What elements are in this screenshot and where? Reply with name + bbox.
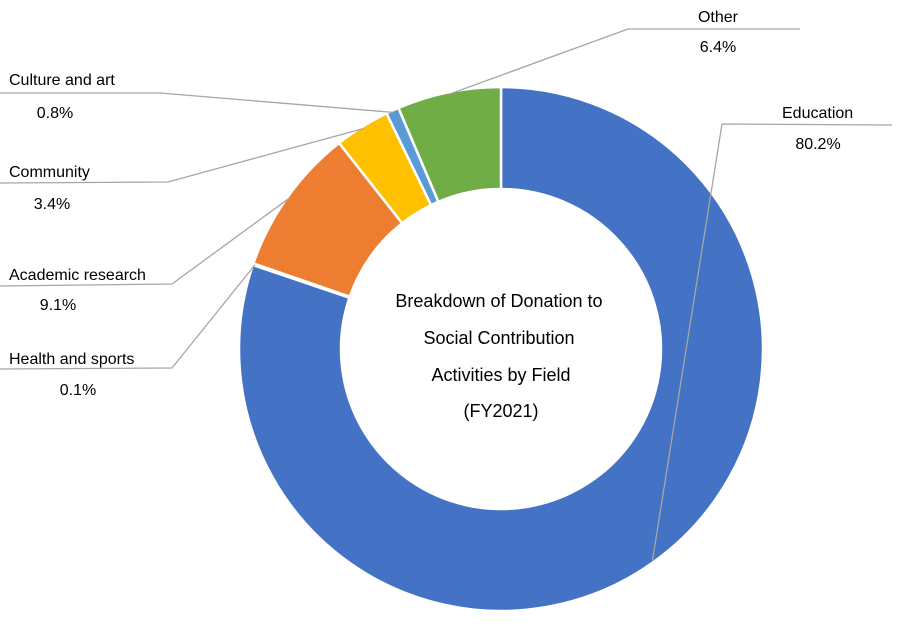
label-academic-research: Academic research: [9, 267, 146, 284]
label-education: Education: [782, 105, 853, 122]
value-label-culture-and-art: 0.8%: [37, 105, 73, 122]
title-line-1: Breakdown of Donation to: [395, 291, 602, 311]
slice-other: [396, 85, 503, 204]
leader-line-health-and-sports: [0, 264, 256, 370]
leader-lines-group: [0, 28, 893, 561]
value-label-other: 6.4%: [700, 39, 736, 56]
leader-line-culture-and-art: [0, 92, 394, 114]
value-label-education: 80.2%: [795, 136, 840, 153]
leader-line-community: [0, 127, 364, 184]
label-culture-and-art: Culture and art: [9, 72, 115, 89]
labels-group: Education 80.2% Health and sports 0.1% Acade…: [9, 9, 853, 399]
leader-line-other: [448, 28, 800, 95]
label-other: Other: [698, 9, 739, 26]
value-label-health-and-sports: 0.1%: [60, 382, 96, 399]
value-label-academic-research: 9.1%: [40, 297, 76, 314]
title-line-2: Social Contribution: [423, 328, 574, 348]
title-line-3: Activities by Field: [431, 365, 570, 385]
value-label-community: 3.4%: [34, 196, 70, 213]
slices-group: [237, 85, 765, 613]
label-community: Community: [9, 164, 90, 181]
label-health-and-sports: Health and sports: [9, 351, 134, 368]
center-title: Breakdown of Donation to Social Contribu…: [395, 291, 602, 421]
title-line-4: (FY2021): [463, 401, 538, 421]
leader-line-academic-research: [0, 197, 290, 287]
slice-education: [237, 85, 765, 613]
leader-line-education: [651, 123, 893, 561]
